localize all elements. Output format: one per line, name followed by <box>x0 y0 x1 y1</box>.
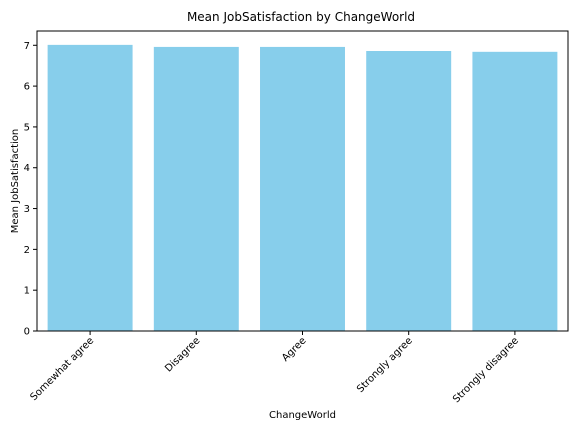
y-axis: 0 1 2 3 4 5 6 7 <box>24 41 37 338</box>
x-tick-label: Agree <box>280 335 309 364</box>
y-axis-title: Mean JobSatisfaction <box>10 129 21 234</box>
y-tick-label: 3 <box>24 204 30 215</box>
chart-title: Mean JobSatisfaction by ChangeWorld <box>187 10 415 24</box>
y-tick-label: 7 <box>24 41 30 52</box>
y-tick-label: 0 <box>24 327 30 338</box>
bar <box>366 51 452 331</box>
y-tick-label: 4 <box>24 163 30 174</box>
bar <box>153 46 239 331</box>
y-tick-label: 2 <box>24 245 30 256</box>
x-tick-label: Strongly agree <box>355 335 415 395</box>
x-tick-label: Somewhat agree <box>28 335 96 403</box>
x-axis: Somewhat agree Disagree Agree Strongly agre… <box>28 331 521 405</box>
bars-group <box>47 44 558 332</box>
y-tick-label: 5 <box>24 122 30 133</box>
bar <box>47 44 133 331</box>
y-tick-label: 1 <box>24 286 30 297</box>
y-tick-label: 6 <box>24 82 30 93</box>
bar <box>472 51 558 332</box>
bar <box>260 46 345 331</box>
x-axis-title: ChangeWorld <box>269 410 336 421</box>
plot-frame <box>36 30 569 332</box>
x-tick-label: Strongly disagree <box>451 335 521 405</box>
x-tick-label: Disagree <box>163 335 202 374</box>
